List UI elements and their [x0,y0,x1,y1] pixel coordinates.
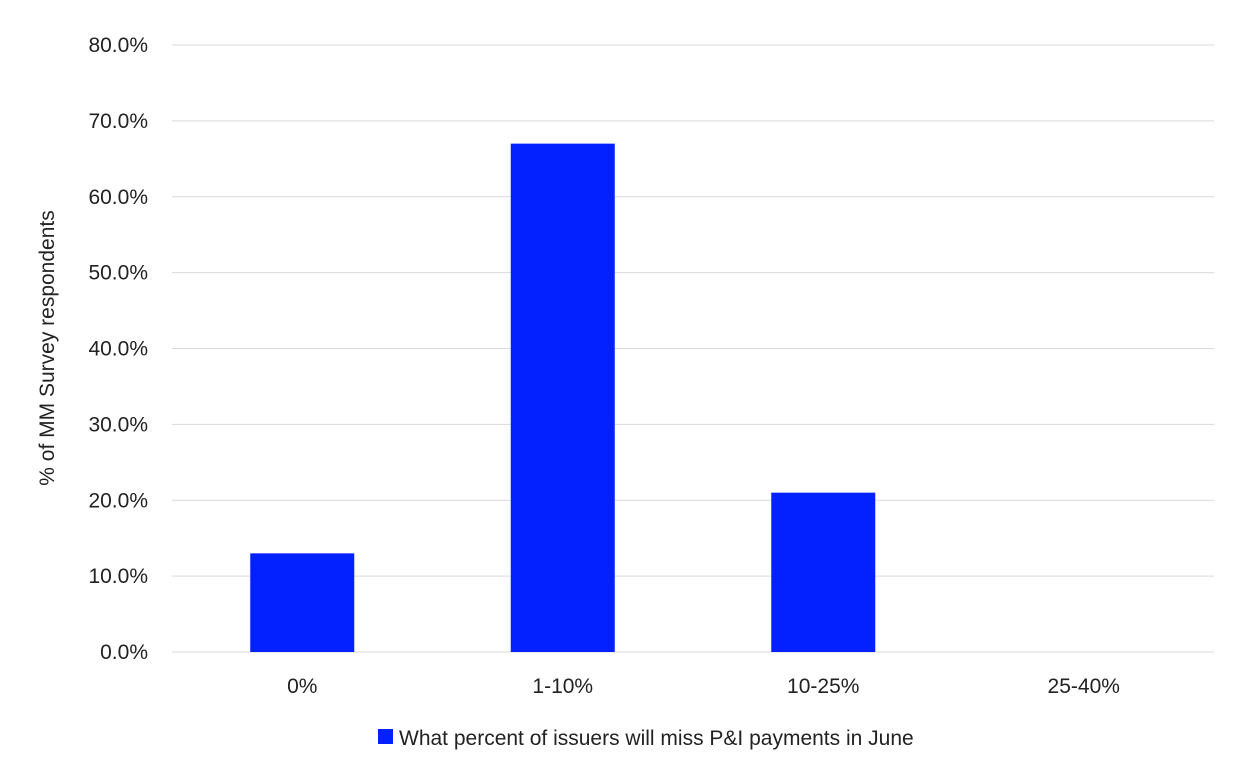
y-tick-label: 0.0% [100,641,148,664]
x-tick-label: 0% [287,675,317,698]
y-axis-title: % of MM Survey respondents [36,210,59,485]
bar [771,492,876,652]
y-tick-label: 70.0% [88,110,148,133]
y-tick-label: 60.0% [88,186,148,209]
x-axis-tick-labels: 0% 1-10% 10-25% 25-40% [287,675,1120,698]
x-tick-label: 1-10% [532,675,593,698]
x-tick-label: 10-25% [787,675,859,698]
y-tick-label: 50.0% [88,262,148,285]
bar [250,553,355,652]
legend-swatch [378,729,393,744]
bar [510,143,615,652]
y-tick-label: 20.0% [88,489,148,512]
bars [250,143,876,652]
x-tick-label: 25-40% [1048,675,1120,698]
y-tick-label: 80.0% [88,34,148,57]
y-tick-label: 10.0% [88,565,148,588]
y-tick-label: 40.0% [88,338,148,361]
legend: What percent of issuers will miss P&I pa… [378,727,914,750]
y-tick-label: 30.0% [88,413,148,436]
legend-label: What percent of issuers will miss P&I pa… [399,727,914,750]
y-axis-tick-labels: 0.0% 10.0% 20.0% 30.0% 40.0% 50.0% 60.0% 70.0% 8… [88,34,148,664]
